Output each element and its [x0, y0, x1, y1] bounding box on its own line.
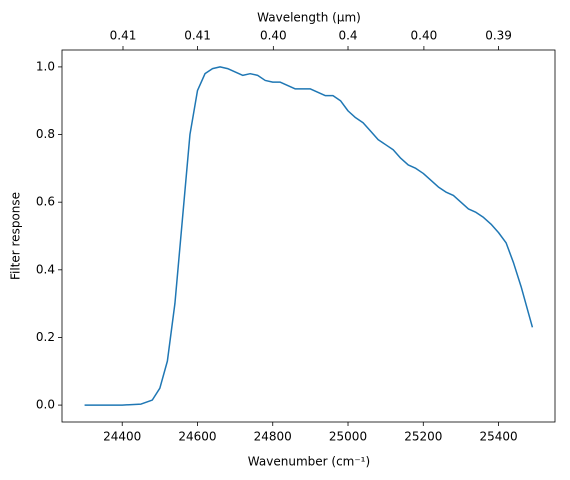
x2-tick-label: 0.4: [338, 29, 357, 43]
x2-tick-label: 0.40: [260, 29, 287, 43]
y-tick-label: 0.0: [36, 398, 55, 412]
x-tick-label: 25400: [479, 430, 517, 444]
x-tick-label: 24400: [103, 430, 141, 444]
x2-tick-label: 0.39: [485, 29, 512, 43]
x-tick-label: 25000: [329, 430, 367, 444]
y-tick-label: 0.8: [36, 127, 55, 141]
y-tick-label: 0.2: [36, 330, 55, 344]
x2-tick-label: 0.40: [411, 29, 438, 43]
x2-axis-label: Wavelength (μm): [257, 11, 361, 25]
x-tick-label: 24800: [254, 430, 292, 444]
y-tick-label: 0.4: [36, 262, 55, 276]
x-axis-label: Wavenumber (cm⁻¹): [248, 455, 370, 469]
plot-frame: [61, 49, 556, 423]
x-tick-label: 25200: [404, 430, 442, 444]
y-axis-label: Filter response: [9, 192, 23, 280]
y-tick-label: 1.0: [36, 59, 55, 73]
x-tick-label: 24600: [178, 430, 216, 444]
y-tick-label: 0.6: [36, 195, 55, 209]
x2-tick-label: 0.41: [184, 29, 211, 43]
data-line: [84, 66, 534, 406]
x2-tick-label: 0.41: [110, 29, 137, 43]
